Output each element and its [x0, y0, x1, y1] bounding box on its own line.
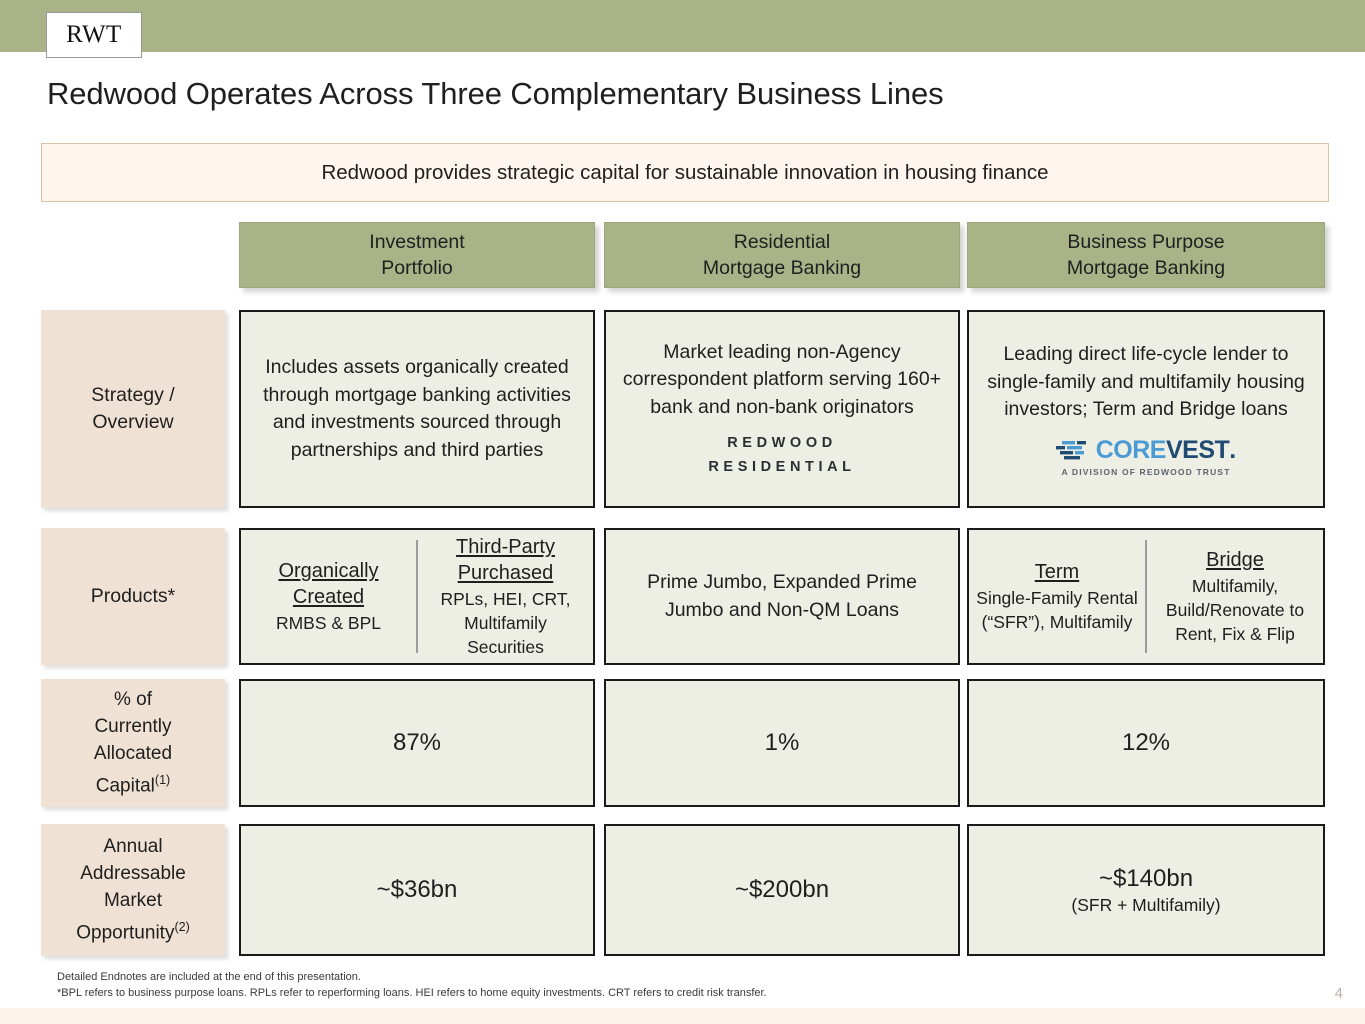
column-header-investment-portfolio: Investment Portfolio — [239, 222, 595, 288]
row-label-products: Products* — [41, 528, 225, 665]
vertical-divider — [1145, 540, 1147, 653]
column-header-line2: Portfolio — [381, 257, 453, 279]
row-label-capital-allocation: % of Currently Allocated Capital(1) — [41, 679, 225, 807]
vertical-divider — [416, 540, 418, 653]
capital-value: 87% — [392, 729, 442, 756]
product-group-term: Term Single-Family Rental (“SFR”), Multi… — [969, 530, 1145, 663]
product-group-items: RMBS & BPL — [275, 613, 382, 633]
column-header-line1: Business Purpose — [1067, 231, 1225, 253]
column-header-line1: Residential — [733, 231, 831, 253]
row-label-strategy-overview: Strategy / Overview — [41, 310, 225, 508]
row-label-line1: % of — [113, 689, 152, 711]
row-label-line1: Annual — [103, 836, 163, 858]
product-group-bridge: Bridge Multifamily, Build/Renovate to Re… — [1147, 530, 1323, 663]
market-value-note: (SFR + Multifamily) — [1071, 894, 1221, 915]
redwood-residential-logo-line1: REDWOOD — [727, 435, 837, 452]
cell-products-investment: Organically Created RMBS & BPL Third-Par… — [239, 528, 595, 665]
product-group-items: Single-Family Rental (“SFR”), Multifamil… — [976, 588, 1138, 632]
product-group-third-party-purchased: Third-Party Purchased RPLs, HEI, CRT, Mu… — [418, 530, 593, 663]
row-label-line4-wrap: Opportunity(2) — [76, 914, 190, 946]
redwood-residential-logo: REDWOOD RESIDENTIAL — [708, 431, 855, 479]
corevest-logo-vest: VEST — [1165, 435, 1230, 464]
column-header-line1: Investment — [369, 231, 465, 253]
footer-strip — [0, 1008, 1365, 1024]
column-header-line2: Mortgage Banking — [702, 257, 862, 279]
cell-strategy-residential: Market leading non-Agency correspondent … — [604, 310, 960, 508]
cell-products-residential: Prime Jumbo, Expanded Prime Jumbo and No… — [604, 528, 960, 665]
cell-market-business-purpose: ~$140bn (SFR + Multifamily) — [967, 824, 1325, 956]
footnote-marker-1: (1) — [154, 773, 171, 788]
row-label-line3: Market — [103, 890, 163, 912]
column-header-residential-mortgage-banking: Residential Mortgage Banking — [604, 222, 960, 288]
row-label-line3: Allocated — [93, 743, 173, 765]
footnote-marker-2: (2) — [174, 920, 190, 935]
row-label-line4-wrap: Capital(1) — [94, 767, 172, 799]
row-label-line2: Addressable — [80, 863, 186, 885]
row-label-line4: Capital — [95, 775, 155, 797]
cell-strategy-investment: Includes assets organically created thro… — [239, 310, 595, 508]
cell-text: Leading direct life-cycle lender to sing… — [987, 343, 1305, 421]
header-band — [0, 0, 1365, 52]
product-group-items: Multifamily, Build/Renovate to Rent, Fix… — [1165, 576, 1305, 644]
redwood-residential-logo-line2: RESIDENTIAL — [708, 459, 856, 476]
corevest-brick-icon — [1055, 441, 1086, 460]
capital-value: 1% — [764, 729, 800, 756]
market-value: ~$140bn — [1098, 864, 1194, 892]
product-group-items: RPLs, HEI, CRT, Multifamily Securities — [440, 589, 571, 657]
corevest-logo-core: CORE — [1095, 435, 1167, 464]
strapline-banner: Redwood provides strategic capital for s… — [41, 143, 1329, 202]
cell-text: Market leading non-Agency correspondent … — [622, 340, 942, 418]
product-group-title: Bridge — [1206, 549, 1264, 571]
row-label-line2: Overview — [92, 411, 174, 433]
corevest-logo-dot: . — [1229, 435, 1237, 464]
strapline-text: Redwood provides strategic capital for s… — [321, 160, 1049, 184]
cell-strategy-business-purpose: Leading direct life-cycle lender to sing… — [967, 310, 1325, 508]
cell-text: Prime Jumbo, Expanded Prime Jumbo and No… — [647, 571, 917, 621]
market-value: ~$36bn — [376, 876, 458, 903]
product-group-organically-created: Organically Created RMBS & BPL — [241, 530, 416, 663]
corevest-tagline: A DIVISION OF REDWOOD TRUST — [1061, 466, 1231, 477]
footnote-line-2: *BPL refers to business purpose loans. R… — [57, 986, 767, 999]
page-title: Redwood Operates Across Three Complement… — [47, 76, 944, 111]
cell-market-investment: ~$36bn — [239, 824, 595, 956]
footnotes: Detailed Endnotes are included at the en… — [57, 970, 767, 1001]
cell-market-residential: ~$200bn — [604, 824, 960, 956]
product-group-title: Third-Party Purchased — [456, 536, 555, 584]
cell-capital-investment: 87% — [239, 679, 595, 807]
row-label-line1: Strategy / — [91, 384, 175, 406]
product-group-title: Organically Created — [278, 560, 379, 608]
market-value: ~$200bn — [734, 876, 830, 903]
row-label-text: Products* — [90, 585, 176, 607]
rwt-logo: RWT — [46, 12, 142, 58]
capital-value: 12% — [1121, 729, 1171, 756]
column-header-line2: Mortgage Banking — [1066, 257, 1226, 279]
row-label-market-opportunity: Annual Addressable Market Opportunity(2) — [41, 824, 225, 956]
row-label-line2: Currently — [94, 716, 172, 738]
corevest-logo: CORE VEST. A DIVISION OF REDWOOD TRUST — [1055, 435, 1237, 477]
column-header-business-purpose-mortgage-banking: Business Purpose Mortgage Banking — [967, 222, 1325, 288]
product-group-title: Term — [1034, 561, 1080, 583]
cell-text: Includes assets organically created thro… — [263, 356, 571, 461]
page-number: 4 — [1334, 985, 1343, 1002]
footnote-line-1: Detailed Endnotes are included at the en… — [57, 971, 361, 983]
cell-capital-business-purpose: 12% — [967, 679, 1325, 807]
cell-products-business-purpose: Term Single-Family Rental (“SFR”), Multi… — [967, 528, 1325, 665]
cell-capital-residential: 1% — [604, 679, 960, 807]
row-label-line4: Opportunity — [76, 922, 175, 944]
